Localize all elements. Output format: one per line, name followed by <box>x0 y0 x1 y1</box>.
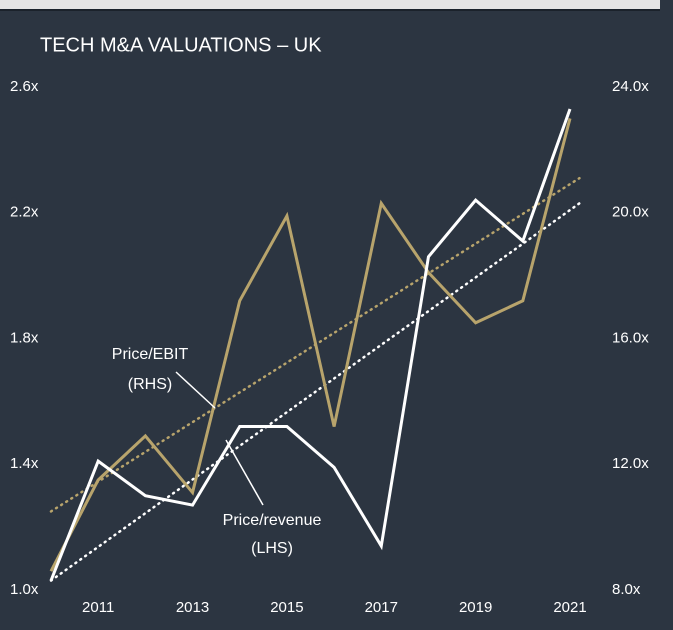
top-strip <box>0 0 660 10</box>
y2-tick-label: 24.0x <box>612 78 649 95</box>
y-tick-label: 1.0x <box>10 581 39 598</box>
y-tick-label: 1.8x <box>10 329 39 346</box>
y2-tick-label: 12.0x <box>612 455 649 472</box>
y-tick-label: 1.4x <box>10 455 39 472</box>
annotation: (LHS) <box>251 540 293 557</box>
x-tick-label: 2015 <box>270 599 303 616</box>
trend-line <box>49 202 581 582</box>
chart-title: TECH M&A VALUATIONS – UK <box>40 34 322 56</box>
annotation-leader <box>225 439 264 506</box>
y2-tick-label: 8.0x <box>612 581 641 598</box>
x-tick-label: 2019 <box>459 599 492 616</box>
x-tick-label: 2011 <box>82 599 114 616</box>
annotation-leader <box>175 371 216 409</box>
annotation: Price/revenue <box>223 512 322 529</box>
y2-tick-label: 16.0x <box>612 329 649 346</box>
annotation: Price/EBIT <box>112 346 189 363</box>
series-line <box>49 108 572 582</box>
y2-tick-label: 20.0x <box>612 204 649 221</box>
annotation: (RHS) <box>128 376 172 393</box>
x-tick-label: 2017 <box>365 599 398 616</box>
series-line <box>49 118 572 572</box>
x-tick-label: 2021 <box>553 599 586 616</box>
x-tick-label: 2013 <box>176 599 209 616</box>
y-tick-label: 2.2x <box>10 204 39 221</box>
y-tick-label: 2.6x <box>10 78 39 95</box>
